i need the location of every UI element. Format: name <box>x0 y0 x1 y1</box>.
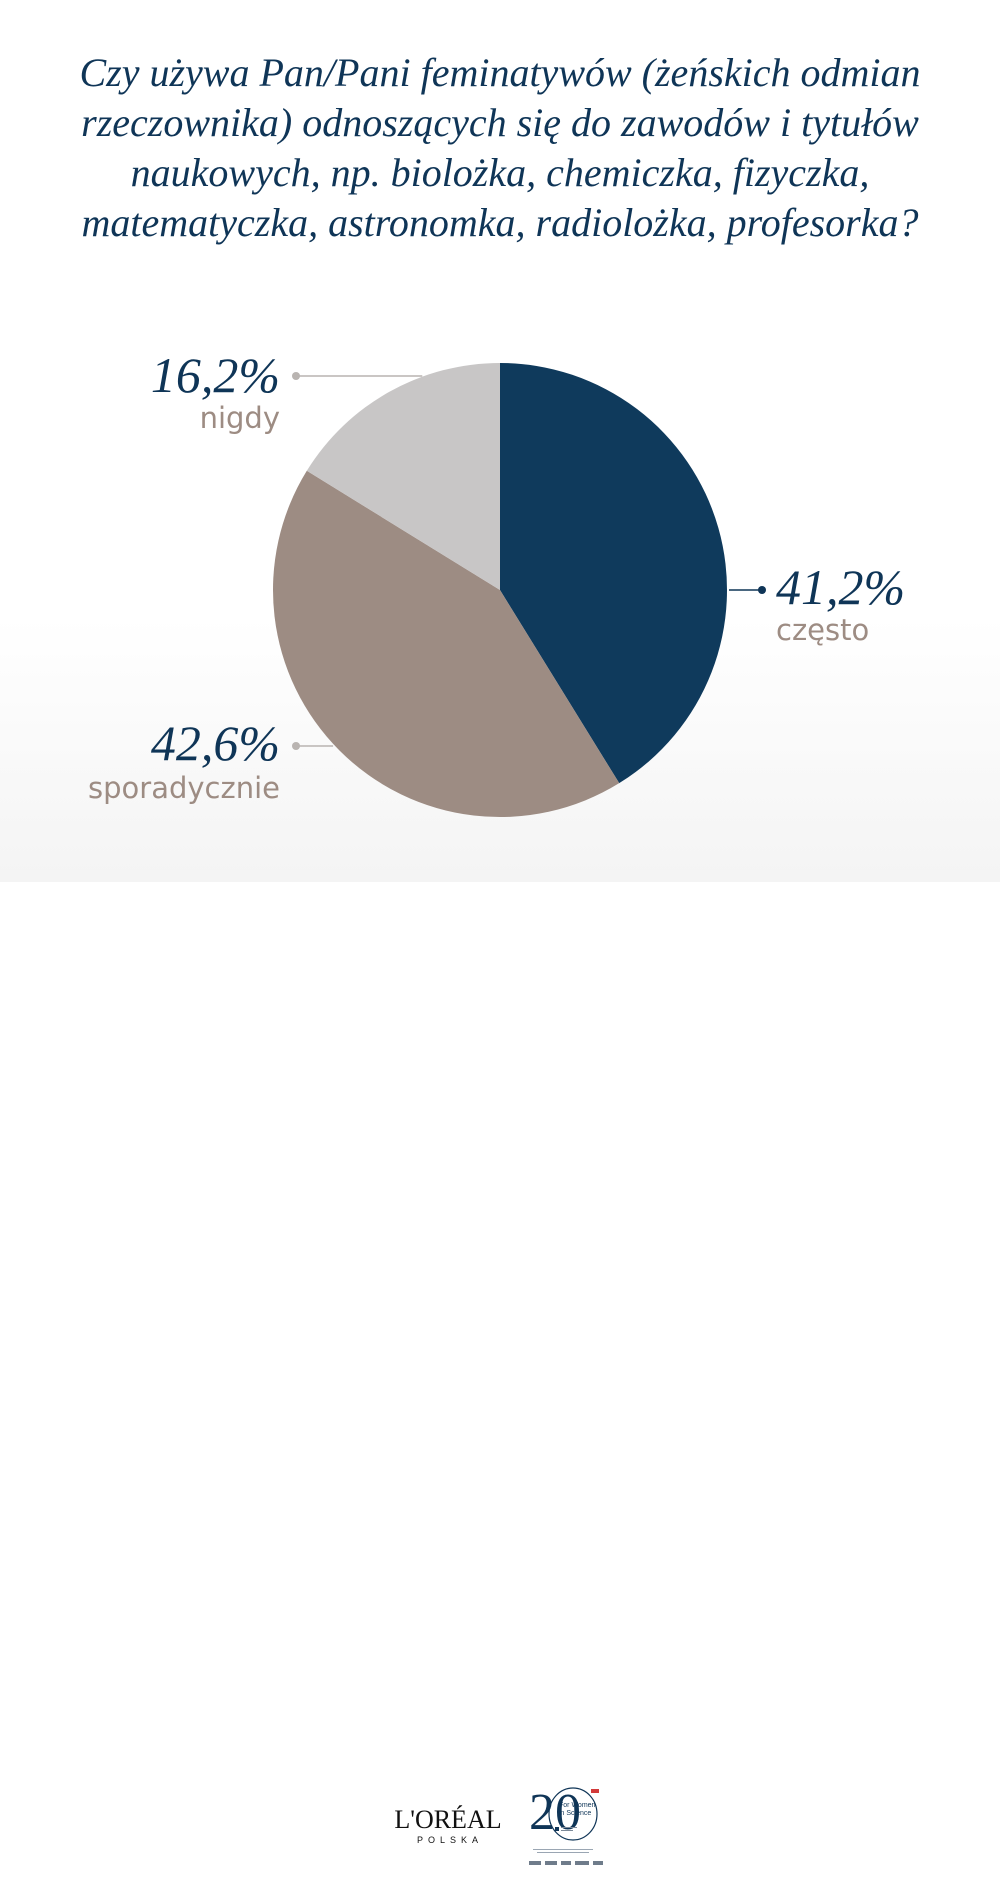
partner-mark <box>575 1861 589 1865</box>
pie-chart: 41,2%często 42,6%sporadycznie 16,2%nigdy <box>88 347 905 818</box>
fwis-logo-text: For Women <box>559 1802 596 1809</box>
fwis-logo-small-line <box>561 1830 573 1831</box>
pie-slice-często <box>500 363 728 784</box>
fwis-logo-fine-print <box>533 1849 593 1850</box>
chart-title: Czy używa Pan/Pani feminatywów (żeńskich… <box>79 50 921 245</box>
loreal-brand-name: L'ORÉAL <box>394 1805 502 1834</box>
fwis-logo-small-line <box>561 1827 577 1828</box>
category-label-często: często <box>776 613 869 647</box>
partner-mark <box>529 1861 541 1865</box>
leader-dot-sporadycznie <box>292 742 300 750</box>
fwis-logo-fine-print <box>537 1852 589 1853</box>
partner-mark <box>561 1861 571 1865</box>
leader-dot-często <box>758 586 766 594</box>
unesco-mark <box>555 1827 559 1831</box>
value-label-często: 41,2% <box>776 559 905 615</box>
loreal-brand-country: POLSKA <box>416 1835 484 1845</box>
value-label-sporadycznie: 42,6% <box>151 715 280 771</box>
loreal-logo: L'ORÉAL POLSKA <box>393 1806 503 1846</box>
leader-dot-nigdy <box>292 372 300 380</box>
pie-slice-nigdy <box>306 363 500 590</box>
value-label-nigdy: 16,2% <box>151 347 280 403</box>
partner-mark <box>593 1861 603 1865</box>
category-label-nigdy: nigdy <box>200 401 280 435</box>
fwis-logo-text-2: in Science <box>559 1810 591 1817</box>
category-label-sporadycznie: sporadycznie <box>88 771 280 805</box>
pie-labels: 41,2%często 42,6%sporadycznie 16,2%nigdy <box>88 347 905 805</box>
pie-slices <box>272 363 728 818</box>
fwis-20-logo: 20 For Women in Science <box>529 1784 603 1865</box>
fwis-logo-flag-mark <box>591 1789 599 1793</box>
pie-slice-sporadycznie <box>272 470 620 818</box>
footer: L'ORÉAL POLSKA 20 For Women in Science <box>0 882 1000 1865</box>
partner-mark <box>545 1861 557 1865</box>
